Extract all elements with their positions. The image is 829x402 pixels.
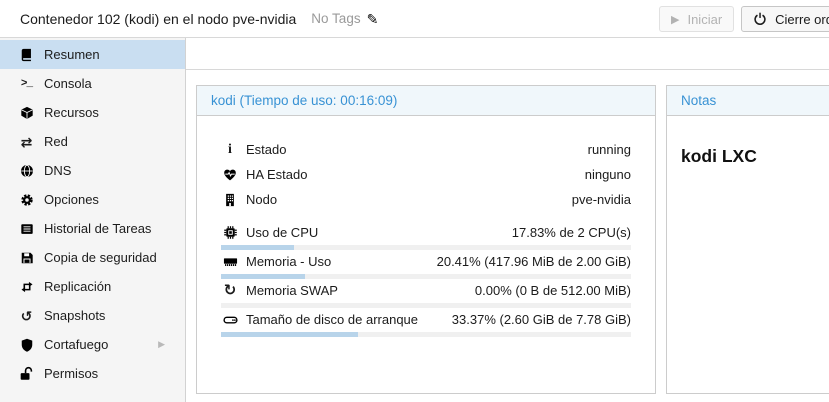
notes-panel-title: Notas bbox=[681, 93, 717, 108]
row-label: Uso de CPU bbox=[246, 224, 319, 240]
sidebar-item-red[interactable]: ⇄ Red bbox=[0, 127, 185, 156]
shutdown-button[interactable]: Cierre ordenado bbox=[741, 6, 829, 32]
sidebar-item-label: Opciones bbox=[44, 192, 99, 207]
status-panel-title: kodi (Tiempo de uso: 00:16:09) bbox=[211, 93, 398, 108]
task-list-icon bbox=[18, 222, 35, 236]
info-icon: i bbox=[228, 141, 232, 157]
row-value: 33.37% (2.60 GiB de 7.78 GiB) bbox=[451, 311, 631, 327]
memory-icon bbox=[221, 254, 239, 269]
row-value: pve-nvidia bbox=[571, 192, 631, 207]
notes-content: kodi LXC bbox=[681, 146, 757, 166]
start-button-label: Iniciar bbox=[687, 11, 723, 27]
sidebar-item-label: Consola bbox=[44, 76, 92, 91]
swap-progress-bar bbox=[221, 303, 631, 308]
shutdown-button-label: Cierre ordenado bbox=[775, 11, 829, 27]
row-label: HA Estado bbox=[246, 167, 308, 182]
sidebar-item-label: Copia de seguridad bbox=[44, 250, 157, 265]
tags-area: No Tags ✎ bbox=[311, 11, 378, 26]
sidebar-item-label: Resumen bbox=[44, 47, 100, 62]
cube-icon bbox=[18, 106, 35, 120]
sidebar-item-label: Red bbox=[44, 134, 68, 149]
start-button[interactable]: ▶ Iniciar bbox=[659, 6, 735, 32]
sidebar-item-dns[interactable]: DNS bbox=[0, 156, 185, 185]
floppy-icon bbox=[18, 251, 35, 265]
sidebar-item-label: Snapshots bbox=[44, 308, 106, 323]
sidebar-item-label: Permisos bbox=[44, 366, 99, 381]
gear-icon bbox=[18, 193, 35, 207]
bootdisk-progress-fill bbox=[221, 332, 358, 337]
power-icon bbox=[754, 12, 766, 26]
row-value: running bbox=[587, 142, 631, 157]
status-panel: kodi (Tiempo de uso: 00:16:09) i Estado … bbox=[196, 85, 656, 394]
status-panel-header: kodi (Tiempo de uso: 00:16:09) bbox=[197, 86, 655, 116]
retweet-icon bbox=[18, 280, 35, 294]
shield-icon bbox=[18, 338, 35, 352]
memory-progress-bar bbox=[221, 274, 631, 279]
sidebar-item-opciones[interactable]: Opciones bbox=[0, 185, 185, 214]
row-value: 20.41% (417.96 MiB de 2.00 GiB) bbox=[436, 253, 631, 269]
sidebar-item-label: Replicación bbox=[44, 279, 112, 294]
sidebar-item-resumen[interactable]: Resumen bbox=[0, 40, 185, 69]
memory-progress-fill bbox=[221, 274, 305, 279]
section-gap bbox=[221, 212, 631, 222]
chevron-right-icon: ▶ bbox=[158, 339, 165, 349]
sidebar-item-label: Cortafuego bbox=[44, 337, 109, 352]
notes-panel: Notas kodi LXC bbox=[666, 85, 829, 394]
sidebar-item-label: Historial de Tareas bbox=[44, 221, 152, 236]
notes-panel-body[interactable]: kodi LXC bbox=[667, 116, 829, 177]
row-value: 17.83% de 2 CPU(s) bbox=[511, 224, 631, 240]
pencil-icon[interactable]: ✎ bbox=[366, 10, 379, 27]
sidebar-item-historial-de-tareas[interactable]: Historial de Tareas bbox=[0, 214, 185, 243]
sidebar-item-cortafuego[interactable]: Cortafuego ▶ bbox=[0, 330, 185, 359]
row-label: Memoria SWAP bbox=[246, 282, 338, 298]
main-area: kodi (Tiempo de uso: 00:16:09) i Estado … bbox=[186, 38, 829, 402]
globe-icon bbox=[18, 164, 35, 178]
terminal-icon: >_ bbox=[20, 77, 33, 90]
history-icon: ↺ bbox=[20, 307, 33, 324]
row-ha-estado: HA Estado ninguno bbox=[221, 162, 631, 187]
sidebar: Resumen >_ Consola Recursos ⇄ Red DNS Op… bbox=[0, 38, 186, 402]
row-label: Tamaño de disco de arranque bbox=[246, 311, 419, 327]
cpu-progress-bar bbox=[221, 245, 631, 250]
sidebar-item-replicacion[interactable]: Replicación bbox=[0, 272, 185, 301]
bootdisk-progress-bar bbox=[221, 332, 631, 337]
tags-label: No Tags bbox=[311, 11, 361, 26]
network-icon: ⇄ bbox=[20, 133, 33, 150]
heartbeat-icon bbox=[221, 168, 239, 182]
sidebar-item-consola[interactable]: >_ Consola bbox=[0, 69, 185, 98]
row-swap-usage: ↻ Memoria SWAP 0.00% (0 B de 512.00 MiB) bbox=[221, 280, 631, 308]
swap-refresh-icon: ↻ bbox=[223, 281, 237, 299]
row-estado: i Estado running bbox=[221, 137, 631, 162]
book-icon bbox=[18, 48, 35, 62]
notes-panel-header: Notas bbox=[667, 86, 829, 116]
row-bootdisk-usage: Tamaño de disco de arranque 33.37% (2.60… bbox=[221, 309, 631, 337]
row-memory-usage: Memoria - Uso 20.41% (417.96 MiB de 2.00… bbox=[221, 251, 631, 279]
sidebar-item-label: Recursos bbox=[44, 105, 99, 120]
sidebar-item-recursos[interactable]: Recursos bbox=[0, 98, 185, 127]
row-label: Memoria - Uso bbox=[246, 253, 332, 269]
row-nodo: Nodo pve-nvidia bbox=[221, 187, 631, 212]
status-panel-body: i Estado running HA Estado ninguno Nodo … bbox=[197, 116, 655, 337]
row-value: 0.00% (0 B de 512.00 MiB) bbox=[474, 282, 631, 298]
secondary-toolbar bbox=[186, 38, 829, 70]
building-icon bbox=[221, 193, 239, 207]
cpu-icon bbox=[221, 225, 239, 240]
row-value: ninguno bbox=[584, 167, 631, 182]
sidebar-item-label: DNS bbox=[44, 163, 72, 178]
page-title: Contenedor 102 (kodi) en el nodo pve-nvi… bbox=[20, 10, 297, 27]
unlock-icon bbox=[18, 366, 35, 381]
row-label: Estado bbox=[246, 142, 287, 157]
top-bar: Contenedor 102 (kodi) en el nodo pve-nvi… bbox=[0, 0, 829, 38]
row-cpu-usage: Uso de CPU 17.83% de 2 CPU(s) bbox=[221, 222, 631, 250]
sidebar-item-snapshots[interactable]: ↺ Snapshots bbox=[0, 301, 185, 330]
sidebar-item-permisos[interactable]: Permisos bbox=[0, 359, 185, 388]
disk-icon bbox=[221, 312, 239, 327]
cpu-progress-fill bbox=[221, 245, 295, 250]
play-icon: ▶ bbox=[671, 13, 680, 26]
row-label: Nodo bbox=[246, 192, 278, 207]
sidebar-item-copia-de-seguridad[interactable]: Copia de seguridad bbox=[0, 243, 185, 272]
action-buttons: ▶ Iniciar Cierre ordenado bbox=[659, 6, 829, 32]
